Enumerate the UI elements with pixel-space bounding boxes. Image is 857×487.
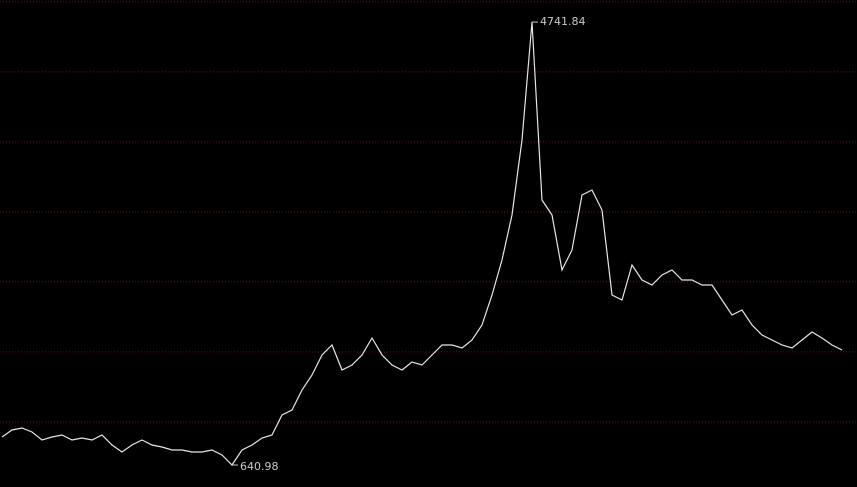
- price-line: [1, 21, 843, 466]
- high-label: 4741.84: [540, 15, 586, 28]
- low-label: 640.98: [240, 460, 279, 473]
